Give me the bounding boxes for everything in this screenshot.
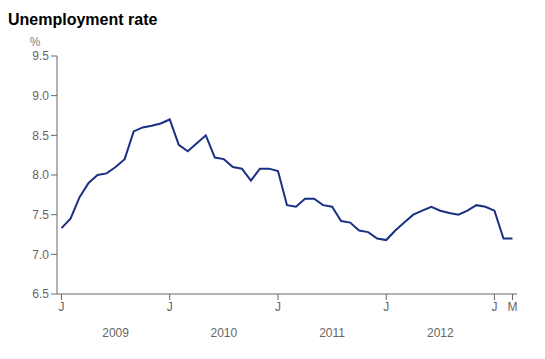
svg-text:2010: 2010 xyxy=(211,326,238,340)
svg-text:J: J xyxy=(383,300,389,314)
svg-text:J: J xyxy=(491,300,497,314)
svg-text:9.5: 9.5 xyxy=(32,49,49,63)
svg-text:7.5: 7.5 xyxy=(32,208,49,222)
svg-text:J: J xyxy=(275,300,281,314)
html-text:Unemployment rate: Unemployment rate xyxy=(8,11,158,28)
svg-text:9.0: 9.0 xyxy=(32,89,49,103)
svg-text:7.0: 7.0 xyxy=(32,248,49,262)
svg-text:6.5: 6.5 xyxy=(32,287,49,301)
svg-text:2012: 2012 xyxy=(427,326,454,340)
svg-text:J: J xyxy=(59,300,65,314)
svg-text:2011: 2011 xyxy=(319,326,345,340)
svg-text:8.0: 8.0 xyxy=(32,168,49,182)
svg-text:2009: 2009 xyxy=(102,326,129,340)
svg-text:8.5: 8.5 xyxy=(32,129,49,143)
svg-text:M: M xyxy=(507,300,517,314)
svg-text:J: J xyxy=(167,300,173,314)
svg-text:%: % xyxy=(30,35,41,49)
